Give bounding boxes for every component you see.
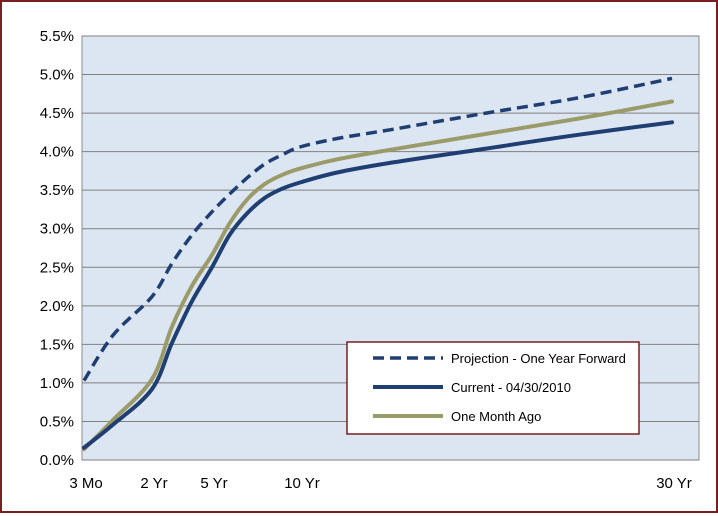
series-line-2 — [82, 99, 674, 452]
x-tick-label: 2 Yr — [140, 475, 167, 492]
y-tick-label: 3.0% — [40, 221, 74, 238]
legend-label: Current - 04/30/2010 — [451, 380, 571, 395]
x-tick-label: 30 Yr — [656, 475, 692, 492]
x-tick-label: 10 Yr — [284, 475, 320, 492]
series-line-1 — [82, 120, 674, 450]
x-tick-label: 3 Mo — [69, 475, 102, 492]
y-axis-ticks: 0.0% 0.5% 1.0% 1.5% 2.0% 2.5% 3.0% 3.5% 4.0% 4.5%… — [40, 28, 74, 469]
y-tick-label: 2.0% — [40, 298, 74, 315]
y-tick-label: 1.5% — [40, 336, 74, 353]
y-tick-label: 0.5% — [40, 413, 74, 430]
series-line-0 — [82, 76, 673, 382]
x-tick-label: 5 Yr — [200, 475, 227, 492]
y-tick-label: 2.5% — [40, 259, 74, 276]
y-tick-label: 0.0% — [40, 452, 74, 469]
y-tick-label: 3.5% — [40, 182, 74, 199]
series-lines — [82, 76, 674, 452]
y-tick-label: 4.0% — [40, 144, 74, 161]
y-tick-label: 1.0% — [40, 375, 74, 392]
x-axis-ticks: 3 Mo 2 Yr 5 Yr 10 Yr 30 Yr — [69, 475, 691, 492]
legend: Projection - One Year Forward Current - 0… — [346, 341, 640, 435]
legend-label: One Month Ago — [451, 409, 541, 424]
y-tick-label: 5.0% — [40, 67, 74, 84]
y-tick-label: 5.5% — [40, 28, 74, 45]
legend-label: Projection - One Year Forward — [451, 351, 626, 366]
y-tick-label: 4.5% — [40, 105, 74, 122]
